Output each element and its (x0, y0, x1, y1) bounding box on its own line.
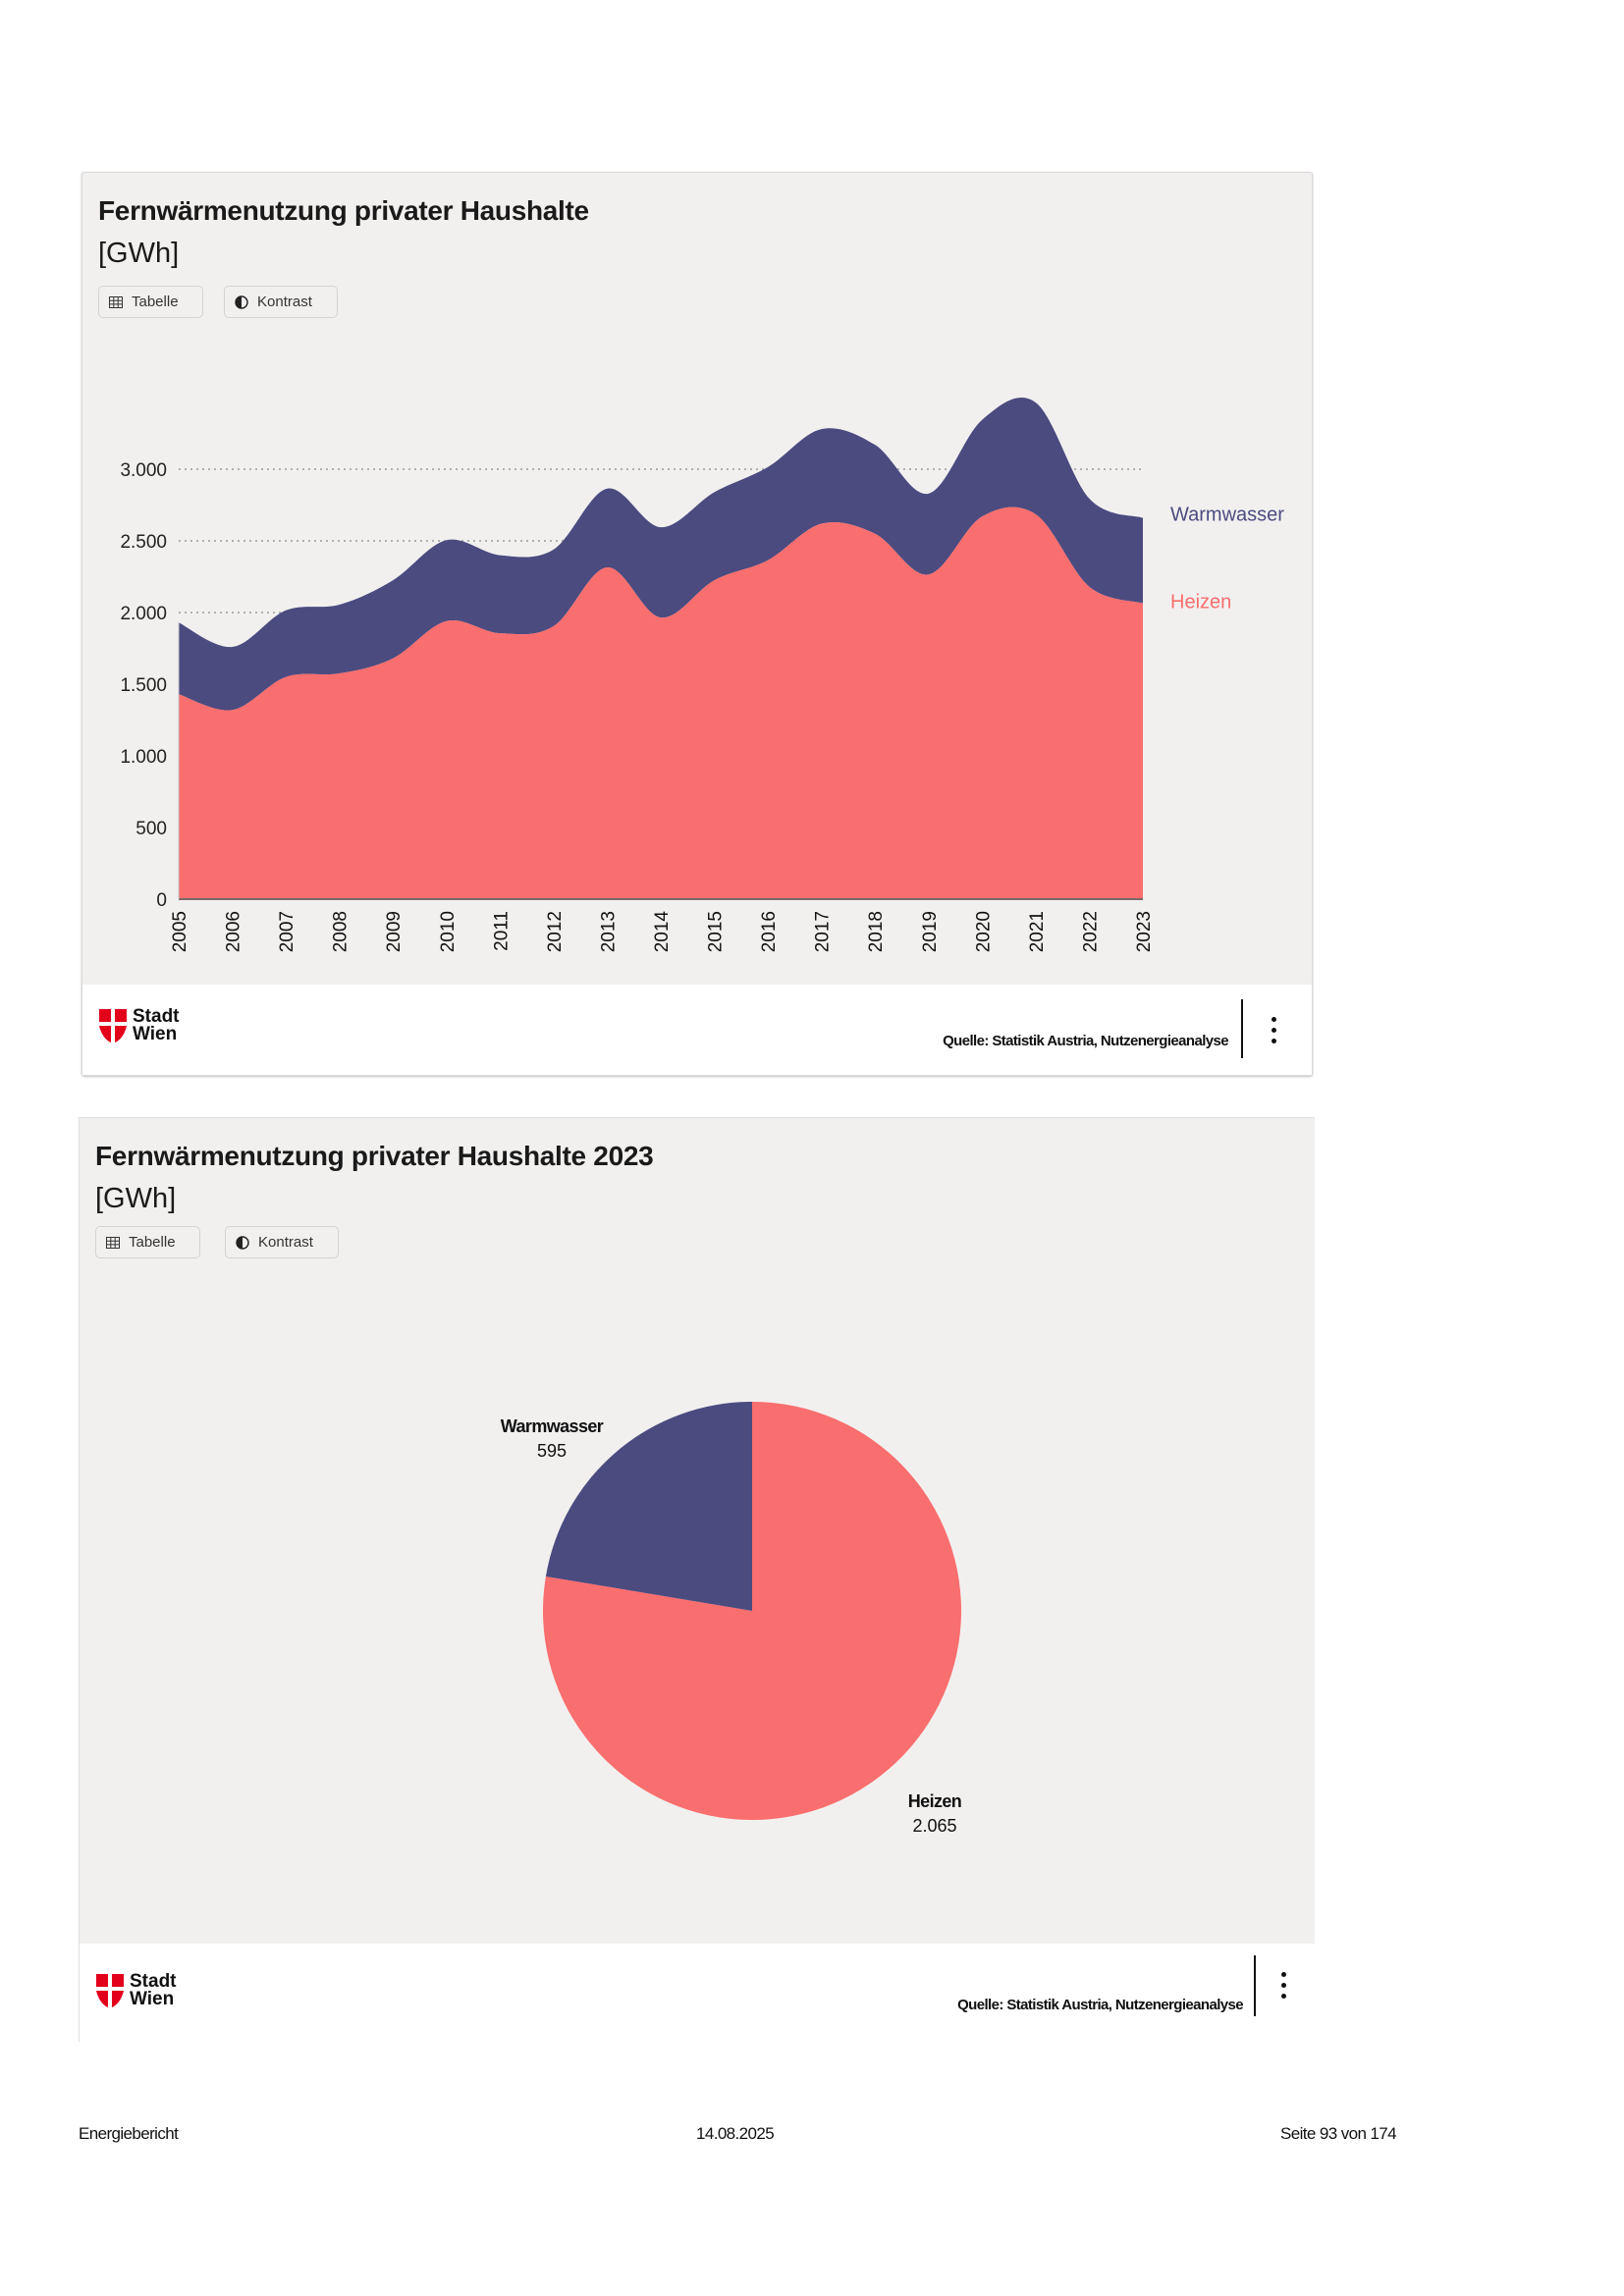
chart-unit: [GWh] (98, 238, 180, 269)
logo-line2: Wien (133, 1024, 178, 1044)
chart-unit: [GWh] (95, 1183, 177, 1214)
stadt-wien-logo: Stadt Wien (96, 1971, 177, 2009)
x-tick-label: 2017 (813, 911, 834, 952)
x-tick-label: 2016 (759, 911, 780, 952)
series-area-heizen (179, 507, 1143, 899)
x-tick-label: 2011 (491, 911, 512, 951)
more-menu-button[interactable] (1273, 1963, 1293, 2006)
pie-label-name: Heizen (908, 1791, 961, 1811)
chart-title: Fernwärmenutzung privater Haushalte (98, 195, 589, 226)
x-tick-label: 2008 (331, 911, 352, 952)
document-name: Energiebericht (79, 2124, 179, 2143)
vienna-shield-icon (99, 1009, 127, 1042)
x-tick-label: 2014 (652, 911, 673, 953)
card-footer: Stadt Wien Quelle: Statistik Austria, Nut… (80, 1944, 1315, 2042)
x-tick-label: 2012 (545, 911, 566, 952)
x-tick-label: 2023 (1134, 911, 1155, 952)
series-area-warmwasser (179, 398, 1143, 711)
vienna-shield-icon (96, 1974, 124, 2007)
legend-label-warmwasser: Warmwasser (1170, 505, 1284, 526)
x-tick-label: 2006 (224, 911, 244, 952)
y-tick-label: 1.500 (120, 675, 167, 696)
x-tick-label: 2013 (598, 911, 619, 952)
logo-line1: Stadt (130, 1971, 177, 1992)
table-button-label: Tabelle (129, 1234, 176, 1251)
pie-label-name: Warmwasser (501, 1416, 604, 1436)
y-tick-label: 2.500 (120, 532, 167, 553)
x-tick-label: 2020 (973, 911, 994, 952)
more-vertical-icon (1271, 1016, 1276, 1022)
card-footer: Stadt Wien Quelle: Statistik Austria, Nut… (82, 985, 1312, 1075)
x-tick-label: 2015 (706, 911, 727, 952)
x-tick-label: 2018 (866, 911, 887, 952)
pie-label-value: 595 (537, 1441, 567, 1461)
x-tick-label: 2021 (1027, 911, 1048, 952)
pie-slice-warmwasser (545, 1402, 752, 1611)
table-icon (109, 295, 123, 308)
source-note: Quelle: Statistik Austria, Nutzenergiean… (943, 1033, 1228, 1049)
source-note: Quelle: Statistik Austria, Nutzenergiean… (957, 1997, 1243, 2013)
more-menu-button[interactable] (1264, 1008, 1283, 1051)
y-tick-label: 1.000 (120, 747, 167, 768)
contrast-button-label: Kontrast (258, 1234, 313, 1251)
logo-line2: Wien (130, 1989, 175, 2009)
contrast-button-label: Kontrast (257, 294, 312, 310)
pie-label-value: 2.065 (912, 1816, 956, 1836)
area-chart: 0 500 1.000 1.500 2.000 2.500 3.000 2005 2006 200… (120, 398, 1284, 953)
stadt-wien-logo: Stadt Wien (99, 1006, 180, 1044)
area-chart-card: Fernwärmenutzung privater Haushalte [GWh… (81, 172, 1313, 1076)
chart-title: Fernwärmenutzung privater Haushalte 2023 (95, 1141, 654, 1171)
pie-chart-card: Fernwärmenutzung privater Haushalte 2023… (79, 1117, 1315, 2042)
table-button[interactable]: Tabelle (98, 286, 203, 318)
contrast-icon (235, 294, 248, 309)
contrast-button[interactable]: Kontrast (225, 1226, 339, 1258)
x-tick-label: 2022 (1080, 911, 1101, 952)
contrast-button[interactable]: Kontrast (224, 286, 338, 318)
x-tick-label: 2005 (170, 911, 190, 952)
table-icon (106, 1236, 120, 1249)
contrast-icon (236, 1235, 249, 1250)
y-tick-label: 3.000 (120, 460, 167, 481)
page-number: Seite 93 von 174 (1280, 2124, 1397, 2143)
x-tick-label: 2010 (438, 911, 459, 952)
more-vertical-icon (1280, 1971, 1286, 1977)
x-tick-label: 2019 (920, 911, 941, 952)
y-tick-label: 500 (135, 819, 167, 839)
pie-chart: Heizen 2.065 Warmwasser 595 (501, 1402, 962, 1836)
table-button[interactable]: Tabelle (95, 1226, 200, 1258)
x-tick-label: 2007 (277, 911, 298, 952)
y-tick-label: 0 (156, 890, 167, 911)
legend-label-heizen: Heizen (1170, 592, 1231, 614)
logo-line1: Stadt (133, 1006, 180, 1027)
x-tick-label: 2009 (384, 911, 405, 952)
footer-divider (1254, 1955, 1256, 2016)
footer-divider (1241, 999, 1243, 1058)
document-date: 14.08.2025 (696, 2124, 775, 2143)
table-button-label: Tabelle (132, 294, 179, 310)
y-tick-label: 2.000 (120, 604, 167, 624)
